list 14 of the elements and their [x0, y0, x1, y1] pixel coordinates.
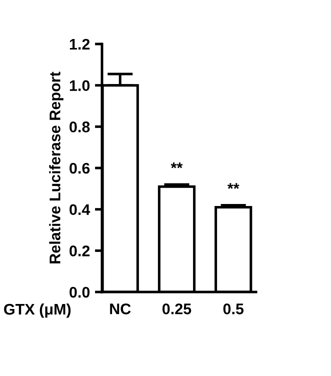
- y-tick-label: 0.0: [70, 286, 90, 298]
- y-tick-label: 0.4: [70, 204, 90, 216]
- y-tick-label: 1.0: [70, 80, 90, 92]
- y-tick-label: 0.6: [70, 162, 90, 174]
- x-axis-title: GTX (μM): [4, 303, 71, 318]
- annotation: **: [170, 162, 183, 168]
- x-tick-label: 0.5: [223, 304, 244, 314]
- y-tick-label: 0.8: [70, 122, 90, 132]
- annotation: **: [227, 183, 240, 189]
- x-tick-label: 0.25: [162, 304, 192, 314]
- y-tick-label: 0.2: [70, 246, 90, 256]
- y-tick-label: 1.2: [70, 38, 90, 50]
- x-tick-label: NC: [110, 304, 131, 314]
- y-axis-title: Relative Luciferase Report: [49, 72, 64, 264]
